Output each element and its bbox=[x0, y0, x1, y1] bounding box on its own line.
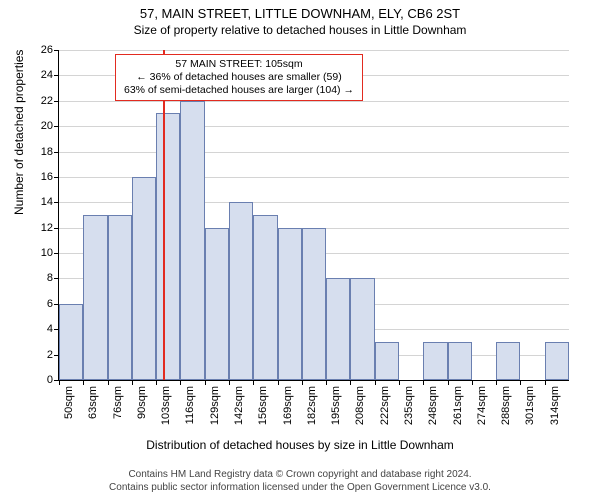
histogram-bar bbox=[59, 304, 83, 380]
ytick-mark bbox=[54, 101, 59, 102]
annotation-line3: 63% of semi-detached houses are larger (… bbox=[124, 84, 354, 97]
ytick-label: 8 bbox=[23, 272, 53, 284]
histogram-bar bbox=[545, 342, 569, 380]
xtick-label: 103sqm bbox=[160, 386, 172, 425]
xtick-label: 182sqm bbox=[306, 386, 318, 425]
xtick-label: 63sqm bbox=[87, 386, 99, 419]
ytick-mark bbox=[54, 177, 59, 178]
histogram-bar bbox=[132, 177, 156, 380]
histogram-bar bbox=[229, 202, 253, 380]
xtick-mark bbox=[448, 380, 449, 385]
xtick-label: 301sqm bbox=[524, 386, 536, 425]
ytick-label: 6 bbox=[23, 298, 53, 310]
xtick-mark bbox=[375, 380, 376, 385]
histogram-bar bbox=[326, 278, 350, 380]
xtick-mark bbox=[83, 380, 84, 385]
xtick-label: 156sqm bbox=[257, 386, 269, 425]
xtick-mark bbox=[545, 380, 546, 385]
xtick-mark bbox=[229, 380, 230, 385]
ytick-mark bbox=[54, 253, 59, 254]
histogram-bar bbox=[83, 215, 107, 380]
ytick-label: 0 bbox=[23, 374, 53, 386]
xtick-label: 261sqm bbox=[452, 386, 464, 425]
ytick-label: 10 bbox=[23, 247, 53, 259]
x-axis-label: Distribution of detached houses by size … bbox=[0, 438, 600, 452]
histogram-bar bbox=[448, 342, 472, 380]
gridline bbox=[59, 152, 569, 153]
xtick-label: 90sqm bbox=[136, 386, 148, 419]
ytick-label: 12 bbox=[23, 222, 53, 234]
histogram-bar bbox=[423, 342, 447, 380]
xtick-mark bbox=[520, 380, 521, 385]
xtick-label: 314sqm bbox=[549, 386, 561, 425]
xtick-label: 142sqm bbox=[233, 386, 245, 425]
ytick-mark bbox=[54, 50, 59, 51]
xtick-mark bbox=[302, 380, 303, 385]
ytick-mark bbox=[54, 152, 59, 153]
ytick-label: 24 bbox=[23, 69, 53, 81]
ytick-label: 14 bbox=[23, 196, 53, 208]
xtick-label: 116sqm bbox=[184, 386, 196, 424]
ytick-mark bbox=[54, 202, 59, 203]
xtick-mark bbox=[205, 380, 206, 385]
chart-plot-area: 0246810121416182022242650sqm63sqm76sqm90… bbox=[58, 50, 568, 380]
xtick-mark bbox=[59, 380, 60, 385]
ytick-label: 18 bbox=[23, 146, 53, 158]
xtick-label: 222sqm bbox=[379, 386, 391, 425]
xtick-mark bbox=[132, 380, 133, 385]
histogram-bar bbox=[350, 278, 374, 380]
xtick-mark bbox=[156, 380, 157, 385]
xtick-label: 50sqm bbox=[63, 386, 75, 419]
xtick-mark bbox=[278, 380, 279, 385]
gridline bbox=[59, 126, 569, 127]
xtick-label: 129sqm bbox=[209, 386, 221, 425]
footer-attribution: Contains HM Land Registry data © Crown c… bbox=[0, 468, 600, 494]
gridline bbox=[59, 50, 569, 51]
ytick-mark bbox=[54, 278, 59, 279]
xtick-mark bbox=[180, 380, 181, 385]
ytick-mark bbox=[54, 228, 59, 229]
histogram-bar bbox=[205, 228, 229, 380]
ytick-label: 4 bbox=[23, 323, 53, 335]
footer-line2: Contains public sector information licen… bbox=[0, 481, 600, 494]
histogram-bar bbox=[375, 342, 399, 380]
xtick-label: 274sqm bbox=[476, 386, 488, 425]
xtick-label: 248sqm bbox=[427, 386, 439, 425]
xtick-mark bbox=[253, 380, 254, 385]
xtick-label: 195sqm bbox=[330, 386, 342, 425]
histogram-bar bbox=[180, 101, 204, 380]
footer-line1: Contains HM Land Registry data © Crown c… bbox=[0, 468, 600, 481]
annotation-line1: 57 MAIN STREET: 105sqm bbox=[124, 58, 354, 71]
xtick-mark bbox=[108, 380, 109, 385]
xtick-label: 76sqm bbox=[112, 386, 124, 419]
histogram-bar bbox=[496, 342, 520, 380]
chart-title-main: 57, MAIN STREET, LITTLE DOWNHAM, ELY, CB… bbox=[0, 0, 600, 21]
histogram-bar bbox=[156, 113, 180, 380]
annotation-line2: ← 36% of detached houses are smaller (59… bbox=[124, 71, 354, 84]
xtick-mark bbox=[350, 380, 351, 385]
ytick-label: 16 bbox=[23, 171, 53, 183]
xtick-mark bbox=[472, 380, 473, 385]
histogram-bar bbox=[253, 215, 277, 380]
xtick-label: 235sqm bbox=[403, 386, 415, 425]
xtick-mark bbox=[326, 380, 327, 385]
ytick-mark bbox=[54, 75, 59, 76]
xtick-label: 169sqm bbox=[282, 386, 294, 425]
ytick-label: 22 bbox=[23, 95, 53, 107]
xtick-label: 288sqm bbox=[500, 386, 512, 425]
ytick-label: 2 bbox=[23, 349, 53, 361]
xtick-mark bbox=[399, 380, 400, 385]
ytick-label: 20 bbox=[23, 120, 53, 132]
histogram-bar bbox=[278, 228, 302, 380]
xtick-label: 208sqm bbox=[354, 386, 366, 425]
xtick-mark bbox=[423, 380, 424, 385]
ytick-mark bbox=[54, 126, 59, 127]
histogram-bar bbox=[108, 215, 132, 380]
xtick-mark bbox=[496, 380, 497, 385]
histogram-bar bbox=[302, 228, 326, 380]
ytick-label: 26 bbox=[23, 44, 53, 56]
chart-title-sub: Size of property relative to detached ho… bbox=[0, 21, 600, 37]
annotation-box: 57 MAIN STREET: 105sqm ← 36% of detached… bbox=[115, 54, 363, 101]
